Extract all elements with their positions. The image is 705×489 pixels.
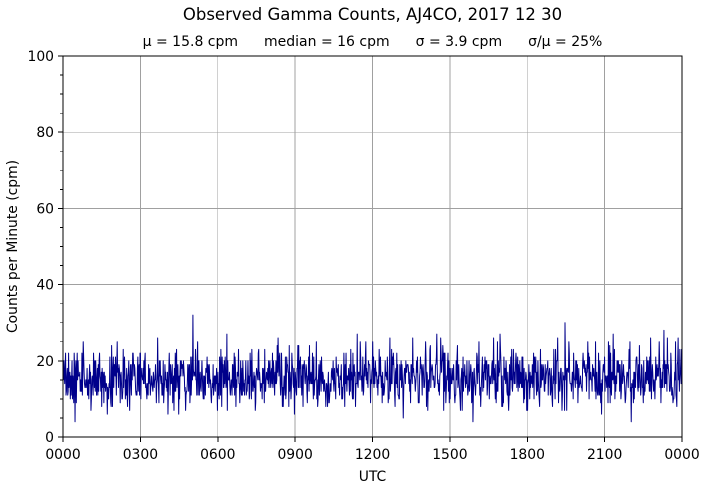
gamma-counts-series: [63, 314, 682, 423]
stat-sigma: σ = 3.9 cpm: [416, 34, 502, 50]
x-tick-label: 2100: [587, 447, 622, 463]
y-axis-label: Counts per Minute (cpm): [5, 160, 21, 333]
chart-title: Observed Gamma Counts, AJ4CO, 2017 12 30: [183, 5, 562, 24]
x-tick-label: 0000: [45, 447, 80, 463]
y-tick-label: 100: [27, 49, 54, 65]
tick-layer: [58, 55, 683, 442]
x-tick-label: 0000: [664, 447, 699, 463]
tick-label-layer: 0 20 40 60 80 100 0000 0300 0600 0900 1200 1500 1800…: [27, 49, 699, 463]
y-tick-label: 0: [45, 430, 54, 446]
y-tick-label: 40: [36, 278, 54, 294]
x-tick-label: 0600: [200, 447, 235, 463]
stat-median: median = 16 cpm: [264, 34, 390, 50]
y-tick-label: 60: [36, 201, 54, 217]
x-tick-label: 1200: [355, 447, 390, 463]
x-tick-label: 0900: [277, 447, 312, 463]
x-axis-label: UTC: [359, 469, 387, 485]
y-tick-label: 80: [36, 125, 54, 141]
x-tick-label: 0300: [123, 447, 158, 463]
stat-mu: μ = 15.8 cpm: [143, 34, 238, 50]
grid-layer: [63, 56, 682, 437]
y-tick-label: 20: [36, 354, 54, 370]
stat-sigma-over-mu: σ/μ = 25%: [528, 34, 602, 50]
x-tick-label: 1500: [432, 447, 467, 463]
x-tick-label: 1800: [510, 447, 545, 463]
chart-subtitle: μ = 15.8 cpm median = 16 cpm σ = 3.9 cpm σ/…: [143, 34, 603, 50]
